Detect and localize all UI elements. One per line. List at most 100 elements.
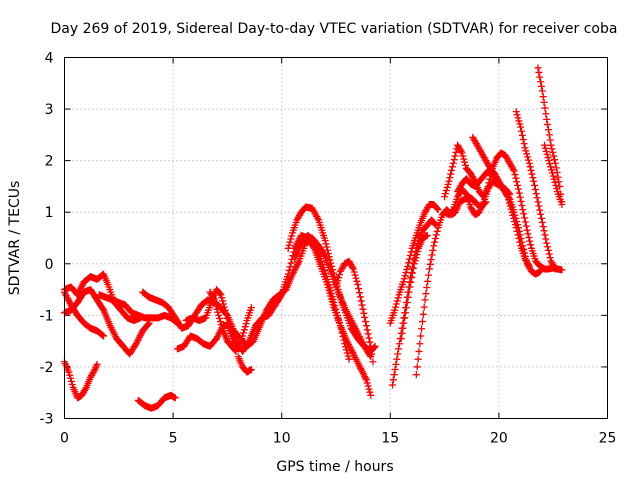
data-point — [277, 292, 285, 300]
data-point — [209, 294, 217, 302]
data-point — [216, 318, 224, 326]
y-axis-label: SDTVAR / TECUs — [7, 181, 23, 296]
data-point — [335, 318, 343, 326]
data-point — [335, 274, 343, 282]
data-point — [543, 239, 551, 247]
data-point — [528, 170, 536, 178]
data-point — [392, 300, 400, 308]
data-point — [461, 158, 469, 166]
data-point — [541, 104, 549, 112]
data-point — [360, 371, 368, 379]
data-point — [247, 304, 255, 312]
data-point — [546, 254, 554, 262]
data-point — [339, 333, 347, 341]
data-point — [542, 235, 550, 243]
data-point — [354, 280, 362, 288]
data-point — [363, 326, 371, 334]
data-point — [541, 144, 549, 152]
data-point — [284, 244, 292, 252]
data-point — [452, 148, 460, 156]
data-point — [408, 274, 416, 282]
data-point — [232, 347, 240, 355]
data-point — [510, 214, 518, 222]
data-point — [470, 176, 478, 184]
data-point — [430, 242, 438, 250]
data-point — [334, 277, 342, 285]
data-point — [535, 202, 543, 210]
data-point — [558, 200, 566, 208]
data-point — [325, 253, 333, 261]
data-point — [531, 181, 539, 189]
data-point — [64, 295, 72, 303]
data-point — [539, 93, 547, 101]
data-point — [421, 296, 429, 304]
data-point — [523, 226, 531, 234]
data-point — [433, 227, 441, 235]
data-point — [218, 294, 226, 302]
data-point — [549, 148, 557, 156]
data-point — [504, 193, 512, 201]
x-tick-label: 15 — [381, 431, 399, 447]
data-point — [551, 156, 559, 164]
data-point — [395, 345, 403, 353]
y-tick-label: 4 — [45, 51, 54, 67]
data-point — [550, 175, 558, 183]
data-point — [447, 170, 455, 178]
data-point — [216, 290, 224, 298]
data-point — [541, 231, 549, 239]
data-point — [294, 259, 302, 267]
data-point — [392, 360, 400, 368]
data-point — [400, 319, 408, 327]
data-point — [345, 355, 353, 363]
data-point — [441, 193, 449, 201]
data-point — [65, 296, 73, 304]
data-point — [546, 136, 554, 144]
data-point — [222, 310, 230, 318]
data-point — [537, 210, 545, 218]
data-point — [357, 297, 365, 305]
data-point — [550, 152, 558, 160]
data-point — [136, 332, 144, 340]
data-point — [545, 131, 553, 139]
data-point — [356, 363, 364, 371]
data-point — [360, 309, 368, 317]
data-point — [509, 165, 517, 173]
data-point — [536, 268, 544, 276]
data-point — [524, 230, 532, 238]
data-point — [433, 205, 441, 213]
data-point — [392, 303, 400, 311]
data-point — [132, 340, 140, 348]
data-point — [427, 256, 435, 264]
data-point — [329, 266, 337, 274]
data-point — [547, 163, 555, 171]
data-point — [350, 268, 358, 276]
data-point — [367, 342, 375, 350]
data-point — [400, 275, 408, 283]
data-point — [434, 206, 442, 214]
data-point — [343, 349, 351, 357]
data-point — [366, 388, 374, 396]
data-point — [390, 371, 398, 379]
data-point — [403, 265, 411, 273]
data-point — [213, 305, 221, 313]
data-point — [409, 264, 417, 272]
data-point — [225, 323, 233, 331]
data-point — [362, 318, 370, 326]
data-point — [395, 340, 403, 348]
data-point — [410, 260, 418, 268]
plot-frame — [64, 57, 608, 419]
data-point — [341, 340, 349, 348]
series-13 — [291, 231, 353, 363]
data-point — [544, 154, 552, 162]
data-point — [357, 365, 365, 373]
data-point — [441, 190, 449, 198]
data-point — [366, 338, 374, 346]
series-9 — [182, 286, 255, 353]
data-point — [522, 222, 530, 230]
data-point — [529, 174, 537, 182]
data-point — [544, 121, 552, 129]
data-point — [526, 237, 534, 245]
data-point — [552, 181, 560, 189]
data-point — [391, 306, 399, 314]
